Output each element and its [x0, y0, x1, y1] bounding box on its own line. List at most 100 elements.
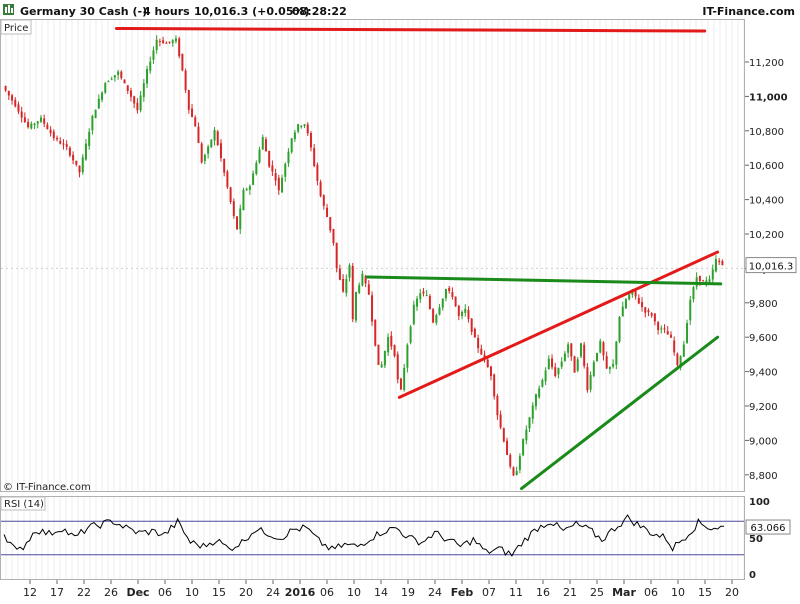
candle-body [579, 343, 582, 357]
candle-body [657, 322, 660, 331]
candle-body [451, 292, 454, 298]
candle-body [557, 368, 560, 375]
candle-body [551, 358, 554, 368]
candle-body [576, 359, 579, 371]
candle-body [207, 146, 210, 154]
candle-body [94, 109, 97, 119]
red-trendline [397, 250, 720, 399]
time-tick-label: 06 [320, 586, 334, 599]
time-tick-label: 07 [482, 586, 496, 599]
candle-body [309, 133, 312, 148]
red-trendline [115, 26, 707, 33]
candle-body [319, 181, 322, 197]
candle-body [358, 285, 361, 293]
price-tick-label: 8,800 [749, 471, 778, 482]
candle-body [242, 189, 245, 211]
rsi-tick-label: 100 [749, 497, 770, 508]
watermark: © IT-Finance.com [3, 482, 91, 493]
candle-body [129, 90, 132, 97]
candle-body [120, 71, 123, 78]
candle-body [403, 367, 406, 390]
price-tick-label: 9,000 [749, 436, 778, 447]
candle-body [155, 39, 158, 50]
candle-body [27, 122, 30, 128]
candle-body [563, 353, 566, 361]
candle-body [396, 354, 399, 380]
candle-body [274, 173, 277, 181]
candle-body [621, 306, 624, 317]
candle-body [367, 284, 370, 295]
price-tick-label: 10,800 [749, 127, 784, 138]
candle-body [586, 367, 589, 391]
candle-body [171, 40, 174, 43]
candle-body [483, 354, 486, 359]
candle-body [11, 95, 14, 101]
candle-body [326, 207, 329, 217]
candle-body [489, 366, 492, 377]
candle-body [673, 340, 676, 353]
candle-body [390, 335, 393, 347]
candle-body [676, 353, 679, 366]
candle-body [377, 344, 380, 365]
time-tick-label: 25 [590, 586, 604, 599]
candle-body [718, 260, 721, 263]
last-price-label: 10,016.3 [749, 262, 794, 273]
candle-body [406, 344, 409, 368]
candle-body [692, 287, 695, 300]
candle-body [33, 123, 36, 126]
candle-body [583, 344, 586, 367]
candle-body [239, 208, 242, 230]
candle-body [17, 104, 20, 112]
candle-body [252, 173, 255, 185]
candle-body [133, 96, 136, 104]
candle-body [245, 188, 248, 190]
time-label: 08:28:22 [292, 5, 347, 18]
time-tick-label: 19 [401, 586, 415, 599]
candle-body [126, 85, 129, 91]
candle-body [117, 71, 120, 76]
candle-body [528, 417, 531, 429]
candle-body [75, 160, 78, 165]
instrument-name: Germany 30 Cash (-) [20, 5, 147, 18]
candle-body [628, 294, 631, 300]
quote-label: 10,016.3 (+0.05%) [194, 5, 310, 18]
candle-body [596, 352, 599, 361]
candle-body [342, 278, 345, 292]
candle-body [499, 414, 502, 428]
candle-body [236, 216, 239, 230]
candle-body [232, 201, 235, 217]
candle-body [467, 310, 470, 319]
candle-body [261, 137, 264, 150]
price-tick-label: 9,600 [749, 333, 778, 344]
candle-body [91, 115, 94, 131]
time-tick-label: 06 [158, 586, 172, 599]
candle-body [65, 144, 68, 147]
candle-body [123, 79, 126, 84]
candle-body [248, 186, 251, 190]
candle-body [544, 370, 547, 382]
candle-body [470, 318, 473, 332]
time-tick-label: 21 [563, 586, 577, 599]
candle-body [229, 187, 232, 202]
candle-body [146, 69, 149, 84]
candle-body [515, 470, 518, 476]
candlesticks [4, 35, 724, 477]
candle-body [512, 467, 515, 476]
candle-body [306, 124, 309, 134]
candle-body [525, 429, 528, 441]
time-tick-label: 06 [644, 586, 658, 599]
candle-body [711, 269, 714, 280]
candle-body [448, 287, 451, 292]
candle-body [72, 154, 75, 161]
candle-body [213, 130, 216, 141]
time-tick-label: 10 [185, 586, 199, 599]
time-tick-label: 24 [266, 586, 280, 599]
candle-body [168, 41, 171, 43]
candle-body [14, 99, 17, 107]
candle-body [698, 275, 701, 282]
candle-body [36, 121, 39, 124]
candle-body [425, 295, 428, 297]
candle-body [428, 296, 431, 310]
green-trendline [520, 335, 720, 491]
candle-body [387, 337, 390, 353]
